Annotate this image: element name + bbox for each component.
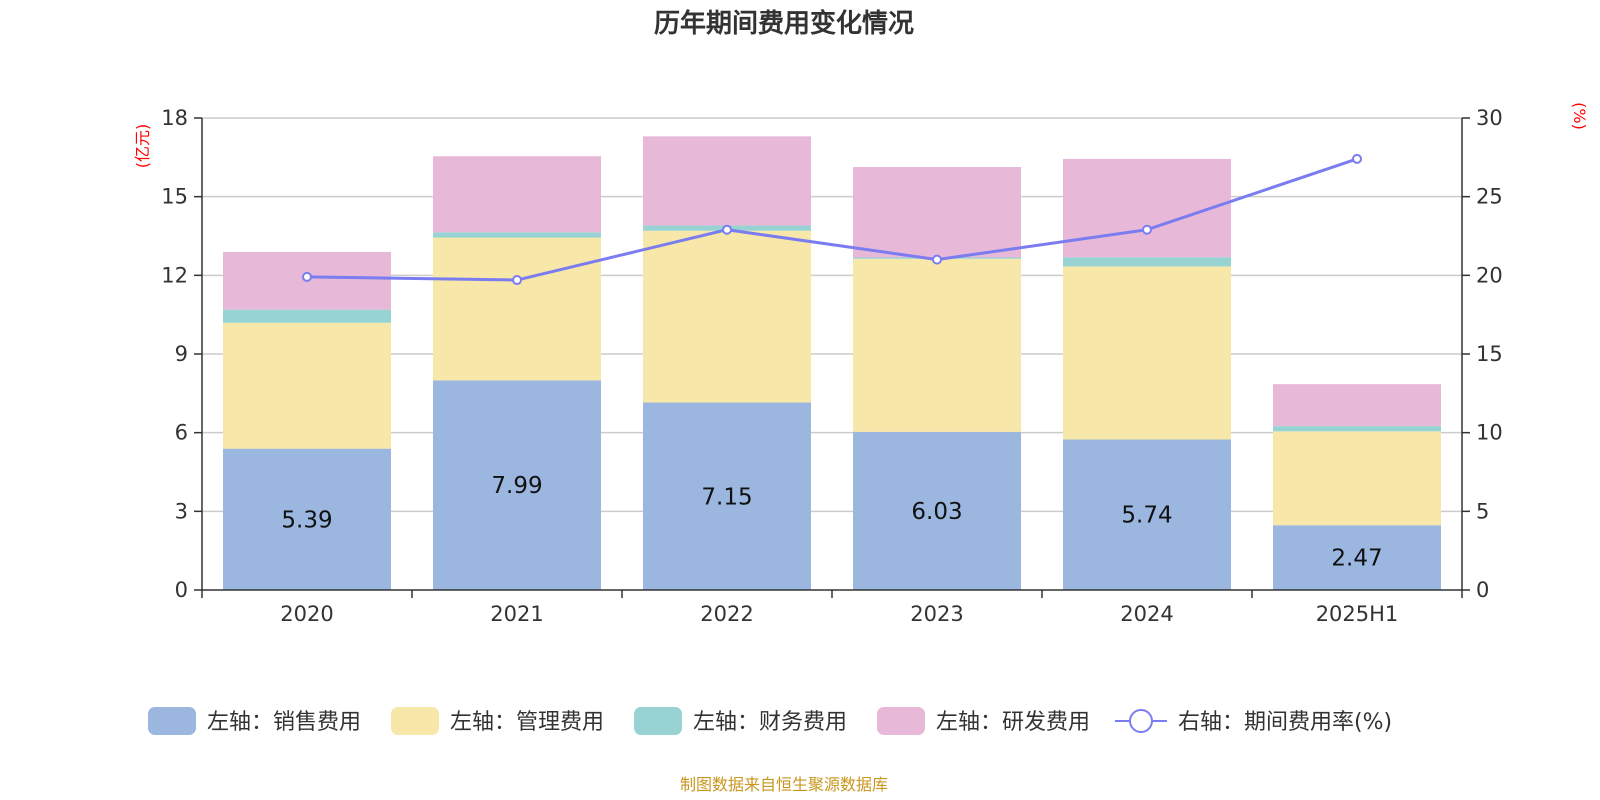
bar-segment-4 — [1063, 158, 1231, 258]
bar-segment-1 — [433, 380, 601, 590]
legend-label: 右轴：期间费用率(%) — [1178, 710, 1392, 735]
rate-point — [1142, 224, 1152, 235]
x-tick-label: 2024 — [1120, 602, 1173, 626]
axes: 0 3 6 9 12 15 18 0 5 10 15 20 25 30 2020 2021 2022 2023 20… — [161, 106, 1502, 626]
left-tick-label: 6 — [175, 421, 188, 445]
bar-segment-3 — [223, 309, 391, 323]
rate-point — [932, 254, 942, 265]
bar-segment-4 — [853, 167, 1021, 258]
right-tick-label: 30 — [1476, 106, 1503, 130]
legend-swatch — [148, 707, 196, 735]
x-tick-label: 2025H1 — [1316, 602, 1399, 626]
left-tick-label: 15 — [161, 185, 188, 209]
bar-segment-1 — [223, 448, 391, 590]
x-tick-label: 2020 — [280, 602, 333, 626]
x-tick-label: 2022 — [700, 602, 753, 626]
bar-value-label: 6.03 — [911, 499, 962, 525]
right-tick-label: 5 — [1476, 499, 1489, 523]
left-tick-label: 18 — [161, 106, 188, 130]
bar-segment-1 — [1063, 439, 1231, 590]
rate-point — [512, 275, 522, 286]
legend-swatch — [877, 707, 925, 735]
bar-segment-1 — [1273, 525, 1441, 590]
left-tick-label: 9 — [175, 342, 188, 366]
rate-line — [306, 157, 1358, 282]
bar-segment-3 — [433, 232, 601, 238]
bar-segment-2 — [433, 237, 601, 381]
bar-value-label: 5.39 — [281, 507, 332, 533]
bar-value-label: 5.74 — [1121, 503, 1172, 529]
bar-segment-2 — [853, 258, 1021, 432]
rate-point — [722, 224, 732, 235]
bar-segment-3 — [1063, 257, 1231, 267]
rate-point — [1352, 153, 1362, 164]
right-tick-label: 10 — [1476, 421, 1503, 445]
bar-value-label: 2.47 — [1331, 546, 1382, 572]
right-tick-label: 20 — [1476, 263, 1503, 287]
legend-label: 左轴：销售费用 — [207, 710, 361, 735]
chart-title: 历年期间费用变化情况 — [654, 8, 914, 39]
bar-segment-2 — [223, 322, 391, 449]
x-tick-label: 2021 — [490, 602, 543, 626]
bar-value-label: 7.99 — [491, 473, 542, 499]
legend-label: 左轴：管理费用 — [450, 710, 604, 735]
bar-segment-4 — [643, 136, 811, 226]
legend-marker — [1129, 709, 1153, 733]
bar-segment-2 — [1273, 431, 1441, 526]
legend-label: 左轴：财务费用 — [693, 710, 847, 735]
right-axis-unit: (%) — [1570, 102, 1589, 130]
legend: 左轴：销售费用 左轴：管理费用 左轴：财务费用 左轴：研发费用 右轴：期间费用率(%) — [148, 707, 1392, 735]
bar-segment-1 — [643, 402, 811, 590]
bar-series — [223, 136, 1441, 590]
left-tick-label: 12 — [161, 263, 188, 287]
legend-swatch — [634, 707, 682, 735]
bar-segment-2 — [643, 230, 811, 403]
right-tick-label: 0 — [1476, 578, 1489, 602]
source-note: 制图数据来自恒生聚源数据库 — [680, 775, 888, 794]
line-series — [302, 153, 1362, 286]
gridlines — [202, 117, 1462, 513]
left-tick-label: 0 — [175, 578, 188, 602]
left-axis-unit: (亿元) — [133, 124, 152, 169]
bar-segment-1 — [853, 431, 1021, 590]
bar-segment-4 — [1273, 384, 1441, 427]
bar-segment-3 — [1273, 426, 1441, 432]
bar-segment-2 — [1063, 266, 1231, 440]
left-tick-label: 3 — [175, 499, 188, 523]
rate-point — [302, 271, 312, 282]
right-tick-label: 15 — [1476, 342, 1503, 366]
bar-labels: 5.39 7.99 7.15 6.03 5.74 2.47 — [281, 473, 1382, 571]
legend-swatch — [391, 707, 439, 735]
x-tick-label: 2023 — [910, 602, 963, 626]
bar-value-label: 7.15 — [701, 484, 752, 510]
right-tick-label: 25 — [1476, 185, 1503, 209]
bar-segment-4 — [433, 156, 601, 233]
legend-label: 左轴：研发费用 — [936, 710, 1090, 735]
